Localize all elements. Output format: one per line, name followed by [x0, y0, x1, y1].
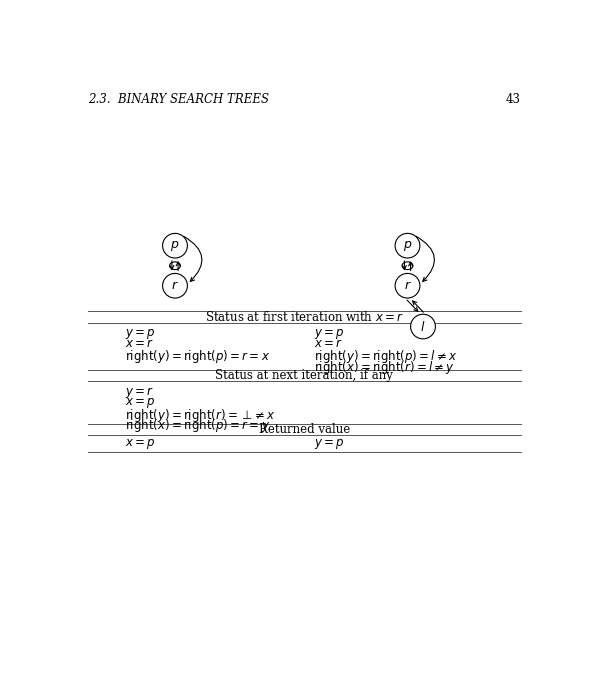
- Text: $p$: $p$: [403, 239, 412, 253]
- Circle shape: [163, 274, 187, 298]
- Text: Returned value: Returned value: [259, 424, 350, 436]
- Text: $\mathrm{right}(x) = \mathrm{right}(r) = l \neq y$: $\mathrm{right}(x) = \mathrm{right}(r) =…: [314, 359, 456, 376]
- Text: $p$: $p$: [170, 239, 180, 253]
- Text: $\mathrm{right}(y) = \mathrm{right}(p) = r = x$: $\mathrm{right}(y) = \mathrm{right}(p) =…: [125, 348, 270, 365]
- Circle shape: [163, 233, 187, 258]
- Text: Status at first iteration with $x = r$: Status at first iteration with $x = r$: [205, 310, 404, 324]
- Circle shape: [410, 314, 435, 339]
- Text: $r$: $r$: [171, 279, 179, 292]
- Text: $\mathrm{right}(x) = \mathrm{right}(p) = r = y$: $\mathrm{right}(x) = \mathrm{right}(p) =…: [125, 417, 270, 435]
- Text: $\mathrm{right}(y) = \mathrm{right}(p) = l \neq x$: $\mathrm{right}(y) = \mathrm{right}(p) =…: [314, 348, 458, 365]
- Text: 2.3.  BINARY SEARCH TREES: 2.3. BINARY SEARCH TREES: [88, 93, 269, 106]
- Text: $l$: $l$: [421, 319, 426, 334]
- Text: $x = r$: $x = r$: [125, 337, 154, 350]
- Text: 43: 43: [505, 93, 521, 106]
- Text: $y = p$: $y = p$: [125, 326, 155, 341]
- Text: $x = p$: $x = p$: [125, 437, 155, 451]
- FancyArrowPatch shape: [416, 237, 434, 281]
- Text: $r$: $r$: [403, 279, 412, 292]
- Text: $y = r$: $y = r$: [125, 385, 154, 400]
- FancyArrowPatch shape: [184, 237, 202, 281]
- Circle shape: [395, 274, 420, 298]
- Text: $x = r$: $x = r$: [314, 337, 343, 350]
- Text: $y = p$: $y = p$: [314, 437, 345, 451]
- Text: $x = p$: $x = p$: [125, 396, 155, 410]
- Text: $y = p$: $y = p$: [314, 326, 345, 341]
- Text: Status at next iteration, if any: Status at next iteration, if any: [216, 370, 393, 382]
- Circle shape: [395, 233, 420, 258]
- Text: $\mathrm{right}(y) = \mathrm{right}(r) = \bot\!\neq x$: $\mathrm{right}(y) = \mathrm{right}(r) =…: [125, 407, 275, 424]
